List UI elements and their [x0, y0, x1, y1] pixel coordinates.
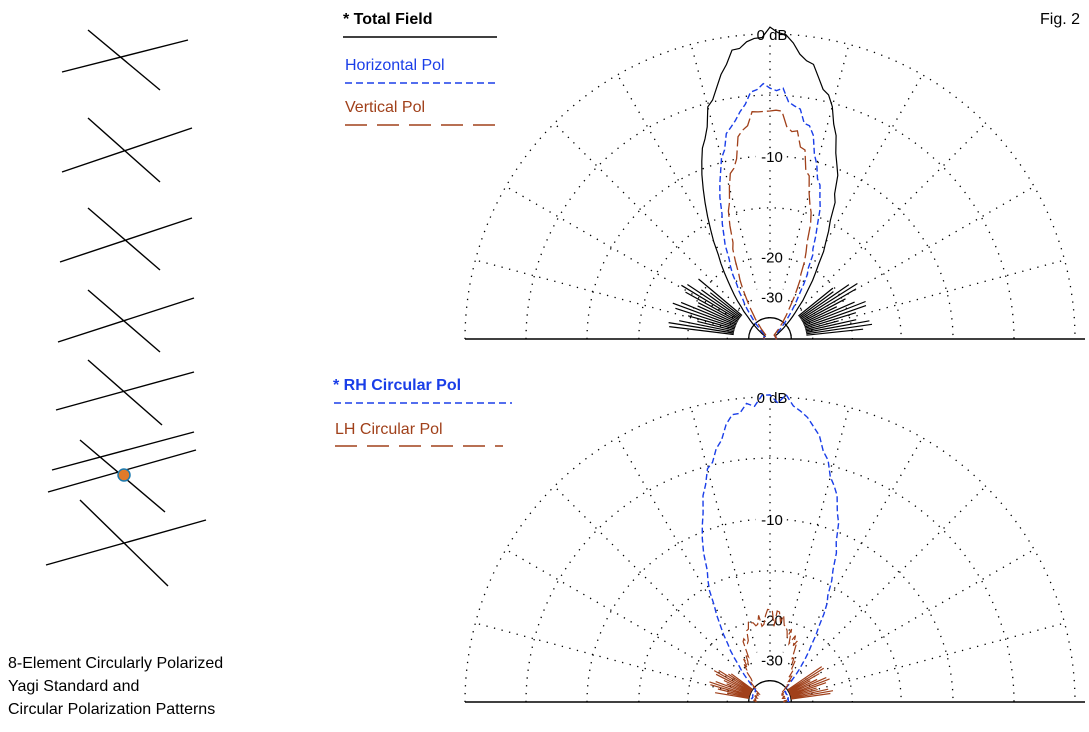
bottom-ring-label: -30 [761, 652, 783, 669]
bottom-ring-label-bg [756, 652, 784, 669]
top-right-sidelobes [798, 282, 873, 336]
top-left-sidelobes [668, 278, 743, 336]
bottom-grid-spoke [806, 548, 1035, 682]
legend-horizontal-pol: Horizontal Pol [345, 57, 445, 74]
caption-line-2: Yagi Standard and [8, 678, 140, 695]
bottom-grid-spoke [799, 485, 987, 673]
bottom-grid-spoke [690, 407, 760, 661]
legend-rh-circular-pol: * RH Circular Pol [333, 377, 461, 394]
bottom-ring-label: -20 [761, 613, 783, 630]
bottom-polar-plot: 0 dB -10 -20 -30 [464, 390, 1085, 703]
bottom-ring-label: 0 dB [757, 390, 788, 407]
bottom-grid-ring [525, 457, 1015, 703]
top-polar-plot: 0 dB -10 -20 -30 [464, 26, 1085, 340]
bottom-grid-spoke [790, 437, 924, 666]
bottom-grid-spoke [553, 485, 741, 673]
bottom-center-ring [748, 680, 792, 703]
top-grid-spoke [806, 185, 1035, 319]
bottom-grid-ring [638, 570, 902, 703]
top-ring-label: 0 dB [757, 27, 788, 44]
caption-line-3: Circular Polarization Patterns [8, 701, 216, 718]
figure-caption: 8-Element Circularly Polarized Yagi Stan… [8, 652, 223, 721]
top-grid-spoke [553, 122, 741, 310]
bottom-right-sidelobes [787, 666, 834, 700]
top-center-ring [748, 317, 792, 340]
top-vertical-pol-trace [727, 109, 812, 340]
top-grid-spoke [811, 259, 1065, 329]
bottom-grid-spoke [811, 622, 1065, 692]
top-ring-label-bg [754, 27, 788, 43]
bottom-grid-spoke [475, 622, 729, 692]
top-ring-label: -30 [761, 289, 783, 306]
bottom-grid-ring [586, 518, 954, 703]
top-grid-spoke [690, 44, 760, 298]
bottom-ring-label-bg [754, 390, 788, 406]
feed-point-icon [117, 468, 131, 482]
caption-line-1: 8-Element Circularly Polarized [8, 655, 224, 672]
top-ring-label-bg [756, 289, 784, 306]
top-grid-spoke [790, 74, 924, 303]
bottom-legend: * RH Circular Pol LH Circular Pol [333, 377, 512, 447]
bottom-ring-label: -10 [761, 512, 783, 529]
bottom-lh-circular-trace [742, 608, 798, 703]
bottom-ring-label-bg [756, 512, 784, 528]
top-grid-ring [525, 94, 1015, 340]
top-ring-label: -10 [761, 149, 783, 166]
bottom-rh-circular-trace [701, 393, 840, 703]
top-ring-label-bg [756, 149, 784, 165]
top-ring-label: -20 [761, 250, 783, 267]
top-grid-spoke [616, 74, 750, 303]
figure-label: Fig. 2 [1040, 11, 1080, 28]
yagi-antenna-sketch-icon [45, 29, 207, 587]
top-grid-spoke [505, 185, 734, 319]
top-grid-spoke [475, 259, 729, 329]
bottom-grid-spoke [616, 437, 750, 666]
top-grid-ring [586, 155, 954, 340]
top-grid-ring [638, 207, 902, 340]
top-grid-spoke [780, 44, 850, 298]
legend-vertical-pol: Vertical Pol [345, 99, 425, 116]
top-ring-label-bg [756, 249, 784, 266]
top-grid-spoke [799, 122, 987, 310]
top-legend: * Total Field Horizontal Pol Vertical Po… [343, 11, 497, 126]
legend-lh-circular-pol: LH Circular Pol [335, 421, 443, 438]
bottom-grid-spoke [780, 407, 850, 661]
bottom-grid-spoke [505, 548, 734, 682]
legend-total-field: * Total Field [343, 11, 432, 28]
top-grid-ring [748, 317, 792, 340]
bottom-left-sidelobes [709, 669, 754, 699]
